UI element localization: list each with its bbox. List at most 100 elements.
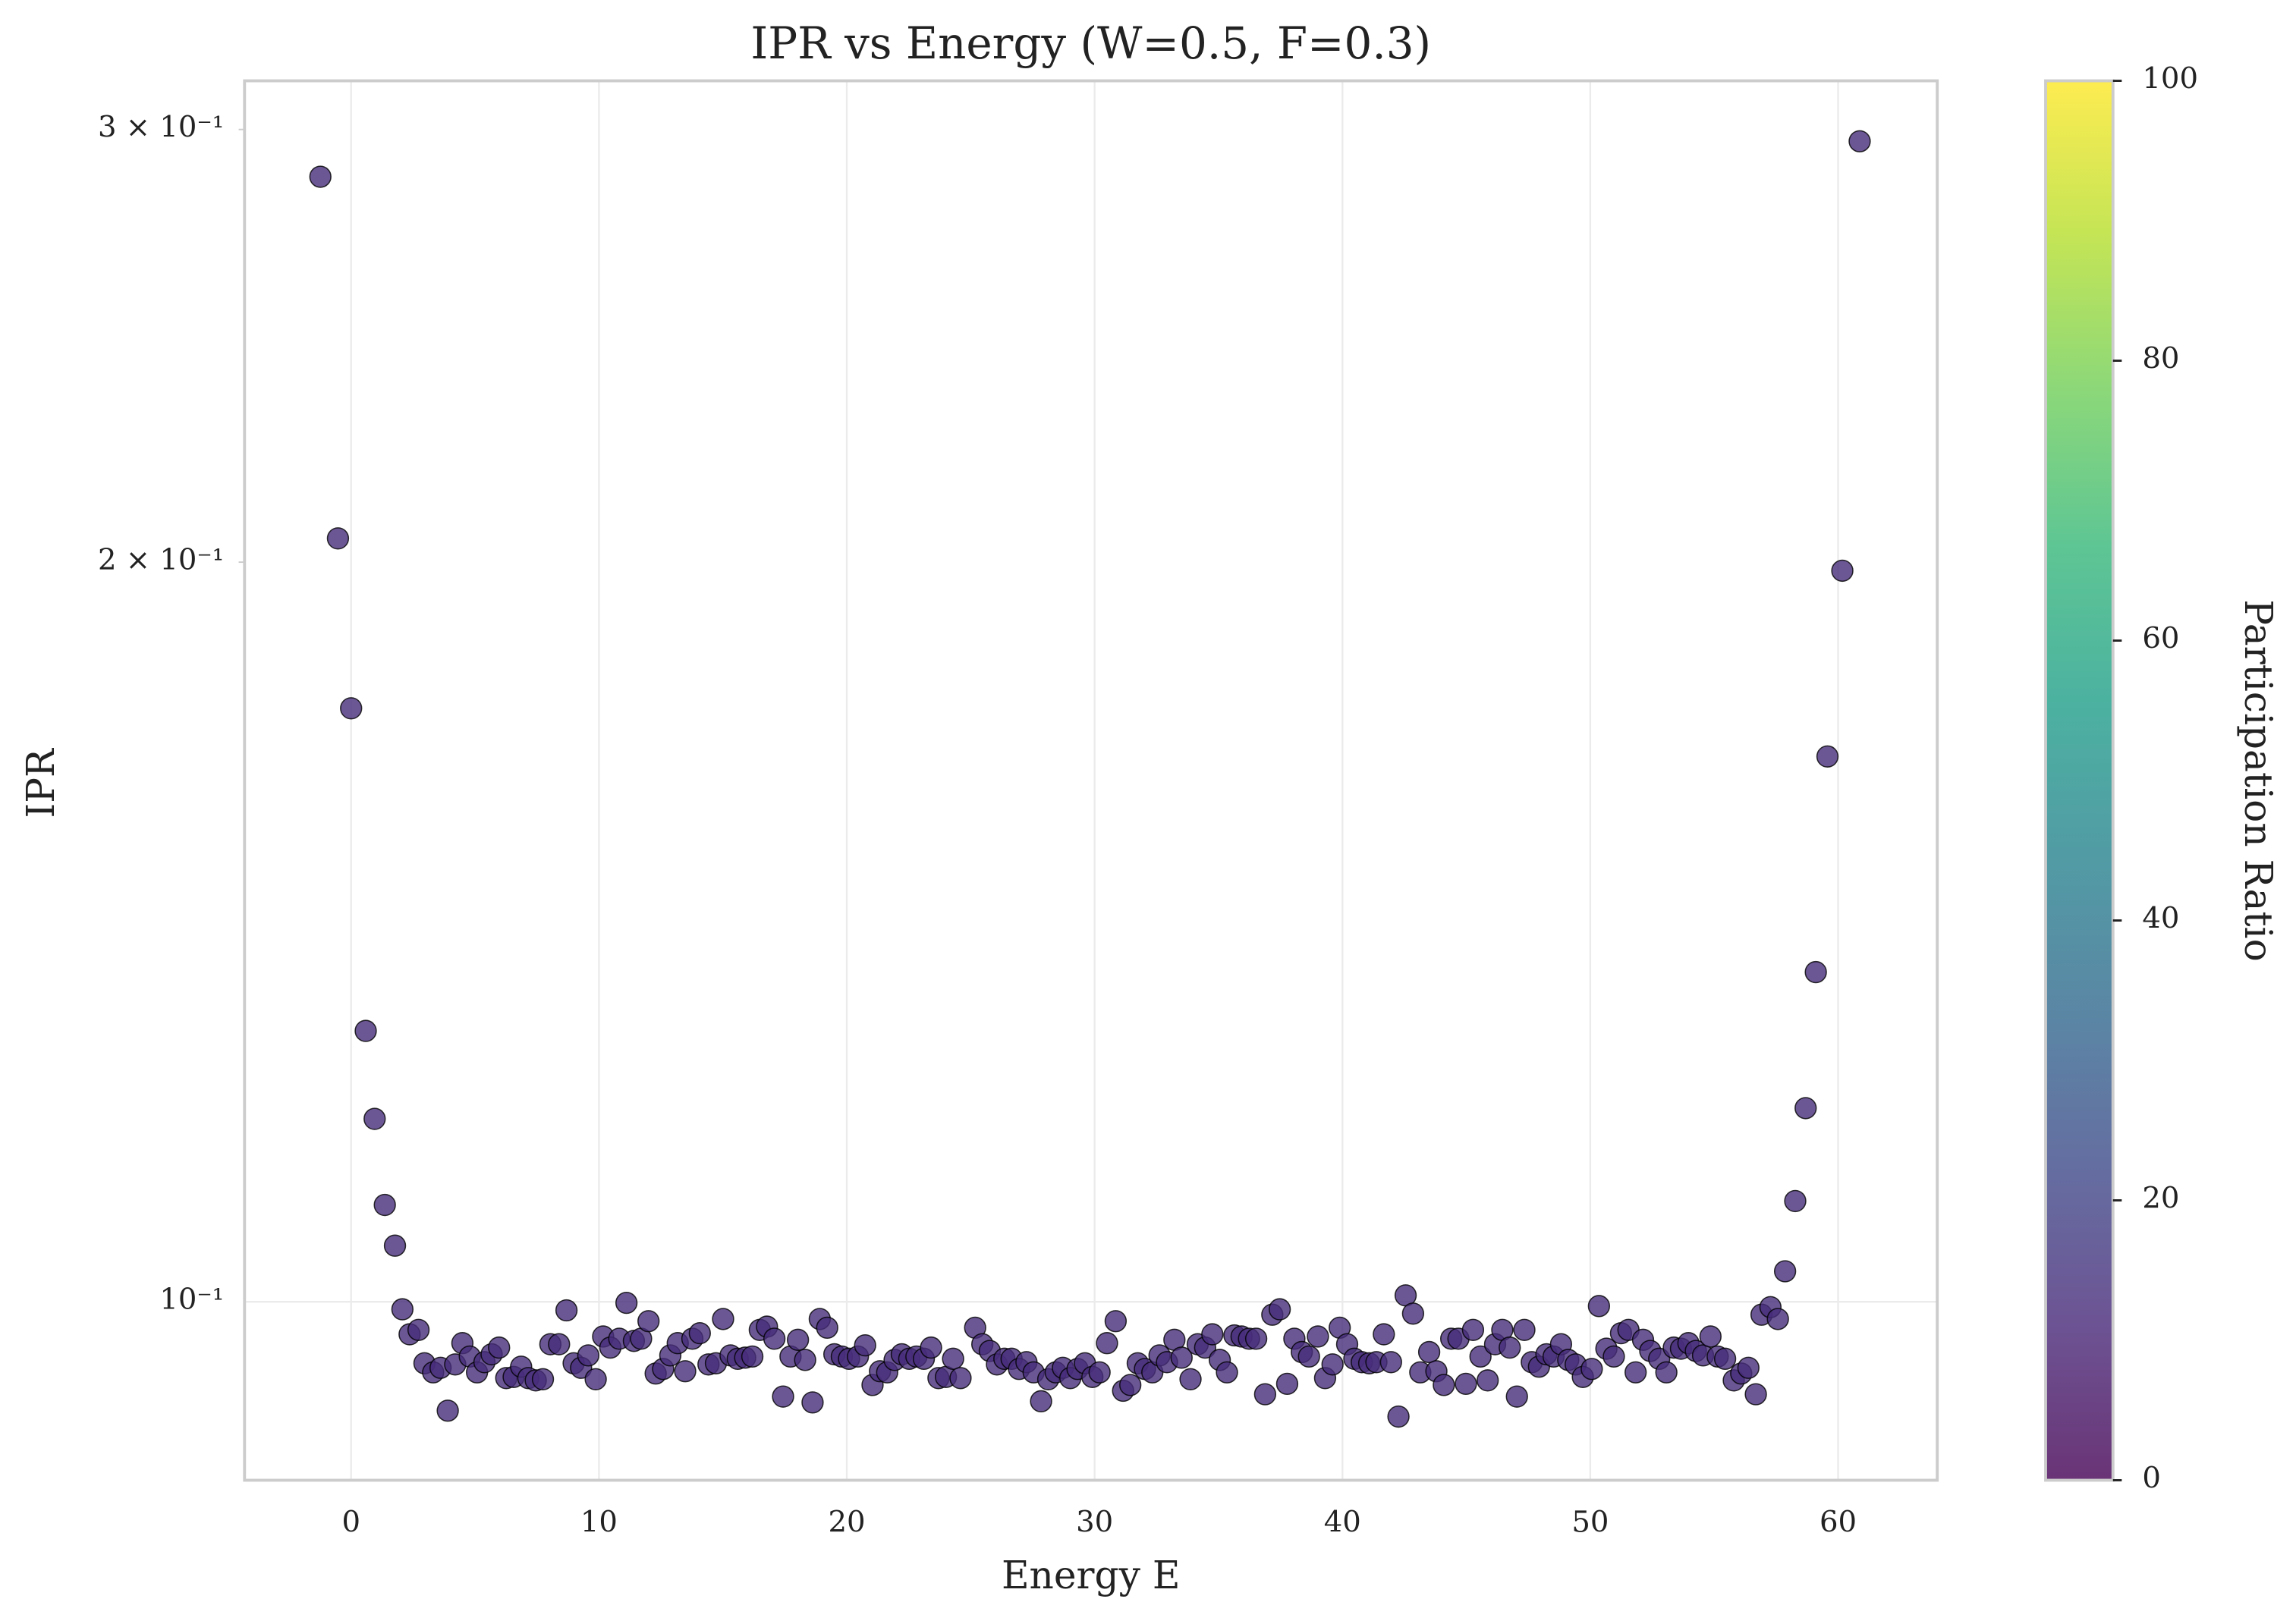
- point: [816, 1316, 838, 1340]
- point: [1624, 1361, 1647, 1384]
- point: [531, 1368, 555, 1390]
- point: [942, 1347, 964, 1371]
- point: [1848, 130, 1871, 152]
- chart-title: IPR vs Energy (W=0.5, F=0.3): [750, 17, 1431, 69]
- point: [1455, 1372, 1477, 1396]
- point: [1030, 1390, 1052, 1413]
- colorbar-tick-label: 80: [2142, 342, 2179, 376]
- point: [1387, 1405, 1410, 1428]
- point: [1216, 1361, 1238, 1384]
- x-tick-label: 40: [1324, 1505, 1361, 1539]
- colorbar-label: Participation Ratio: [2236, 599, 2281, 962]
- plot-frame: [243, 79, 1939, 1482]
- point: [1433, 1374, 1455, 1396]
- point: [383, 1234, 407, 1257]
- point: [949, 1367, 972, 1390]
- point: [674, 1360, 697, 1383]
- point: [1773, 1260, 1797, 1283]
- point: [741, 1345, 764, 1368]
- point: [712, 1308, 734, 1330]
- y-axis-label: IPR: [18, 748, 63, 818]
- y-tick-label: 2 × 10⁻¹: [98, 543, 224, 577]
- point: [1766, 1308, 1789, 1330]
- point: [1297, 1345, 1320, 1368]
- point: [794, 1349, 816, 1371]
- point: [1244, 1327, 1268, 1350]
- point: [1831, 559, 1854, 583]
- x-tick-label: 50: [1571, 1505, 1609, 1539]
- point: [1321, 1353, 1344, 1376]
- point: [326, 527, 350, 550]
- point: [1699, 1325, 1722, 1348]
- colorbar-tick-label: 100: [2142, 62, 2198, 96]
- point: [1201, 1323, 1224, 1346]
- y-tick-label: 10⁻¹: [159, 1283, 224, 1317]
- point: [637, 1310, 660, 1333]
- x-axis-label: Energy E: [1002, 1553, 1181, 1597]
- point: [1602, 1345, 1625, 1368]
- point: [1744, 1383, 1767, 1406]
- x-tick-label: 0: [341, 1505, 360, 1539]
- point: [1170, 1346, 1193, 1369]
- point: [1119, 1374, 1142, 1396]
- point: [577, 1344, 599, 1367]
- point: [436, 1399, 459, 1422]
- point: [1737, 1356, 1760, 1379]
- x-tick-label: 20: [828, 1505, 865, 1539]
- point: [1580, 1358, 1603, 1381]
- point: [1088, 1361, 1111, 1384]
- colorbar-tick-label: 20: [2142, 1181, 2179, 1215]
- point: [1104, 1310, 1128, 1333]
- point: [363, 1107, 386, 1130]
- point: [786, 1328, 810, 1351]
- point: [1401, 1302, 1425, 1325]
- point: [1713, 1347, 1737, 1371]
- point: [1816, 745, 1839, 768]
- point: [1784, 1189, 1807, 1213]
- point: [1373, 1323, 1395, 1346]
- point: [1253, 1383, 1277, 1406]
- point: [1499, 1336, 1521, 1359]
- point: [1461, 1318, 1485, 1341]
- point: [1655, 1361, 1678, 1384]
- y-tick-label: 3 × 10⁻¹: [98, 111, 224, 145]
- colorbar-tick-label: 40: [2142, 902, 2179, 936]
- x-tick-label: 30: [1076, 1505, 1113, 1539]
- point: [1513, 1318, 1536, 1341]
- point: [373, 1193, 396, 1217]
- point: [1804, 960, 1827, 984]
- colorbar: [2044, 79, 2115, 1482]
- point: [407, 1318, 430, 1341]
- x-tick-label: 10: [580, 1505, 618, 1539]
- point: [1505, 1385, 1528, 1408]
- colorbar-tick-label: 0: [2142, 1461, 2161, 1495]
- point: [1096, 1332, 1118, 1355]
- point: [772, 1385, 794, 1408]
- colorbar-tick-label: 60: [2142, 622, 2179, 656]
- point: [854, 1333, 876, 1357]
- point: [615, 1291, 638, 1315]
- point: [1417, 1340, 1441, 1364]
- point: [1379, 1351, 1402, 1374]
- point: [1307, 1325, 1329, 1348]
- point: [1477, 1369, 1499, 1392]
- point: [1469, 1345, 1492, 1368]
- point: [309, 165, 332, 188]
- point: [763, 1327, 786, 1350]
- x-tick-label: 60: [1820, 1505, 1857, 1539]
- point: [488, 1336, 511, 1359]
- point: [340, 697, 363, 720]
- point: [1268, 1298, 1291, 1321]
- point: [548, 1333, 571, 1355]
- point: [688, 1321, 711, 1345]
- point: [1275, 1372, 1299, 1396]
- point: [1587, 1295, 1611, 1318]
- point: [555, 1299, 578, 1322]
- point: [584, 1368, 607, 1390]
- point: [1179, 1368, 1202, 1390]
- point: [801, 1391, 824, 1414]
- point: [920, 1336, 942, 1359]
- point: [391, 1298, 414, 1321]
